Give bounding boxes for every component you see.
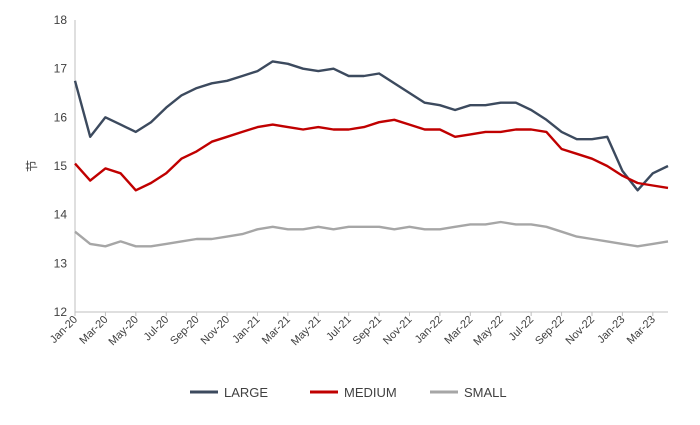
y-axis: 12 13 14 15 16 17 18 xyxy=(54,13,76,319)
x-tick-label: Mar-21 xyxy=(260,314,293,347)
x-tick-label: Jan-23 xyxy=(595,314,627,346)
legend-label-medium: MEDIUM xyxy=(344,385,397,400)
x-tick-label: May-21 xyxy=(289,314,323,348)
x-tick-label: Sep-22 xyxy=(533,314,567,348)
series-layer xyxy=(73,60,669,248)
y-tick-label: 16 xyxy=(54,110,68,124)
legend: LARGE MEDIUM SMALL xyxy=(190,385,507,400)
series-line-medium xyxy=(74,118,669,192)
x-tick-label: Jul-20 xyxy=(142,314,172,344)
x-tick-label: Jul-21 xyxy=(324,314,354,344)
x-tick-label: Jul-22 xyxy=(507,314,537,344)
x-tick-label: Sep-20 xyxy=(168,314,202,348)
y-tick-label: 18 xyxy=(54,13,68,27)
x-tick-label: Mar-23 xyxy=(625,314,658,347)
x-tick-label: Mar-22 xyxy=(442,314,475,347)
series-line-small xyxy=(74,220,669,248)
y-tick-label: 15 xyxy=(54,159,68,173)
y-tick-label: 12 xyxy=(54,305,68,319)
legend-label-large: LARGE xyxy=(224,385,268,400)
y-tick-label: 14 xyxy=(54,208,68,222)
x-tick-label: Nov-22 xyxy=(564,314,598,348)
y-tick-label: 17 xyxy=(54,62,68,76)
x-tick-label: Mar-20 xyxy=(77,314,110,347)
x-tick-label: Sep-21 xyxy=(351,314,385,348)
legend-label-small: SMALL xyxy=(464,385,507,400)
x-tick-label: May-22 xyxy=(471,314,505,348)
x-tick-label: Jan-21 xyxy=(230,314,262,346)
x-tick-label: Jan-22 xyxy=(413,314,445,346)
y-tick-label: 13 xyxy=(54,256,68,270)
series-line-large xyxy=(73,60,669,192)
y-axis-label: 节 xyxy=(25,160,39,172)
x-tick-label: Nov-21 xyxy=(381,314,415,348)
x-tick-label: Nov-20 xyxy=(199,314,233,348)
x-tick-label: May-20 xyxy=(107,314,141,348)
